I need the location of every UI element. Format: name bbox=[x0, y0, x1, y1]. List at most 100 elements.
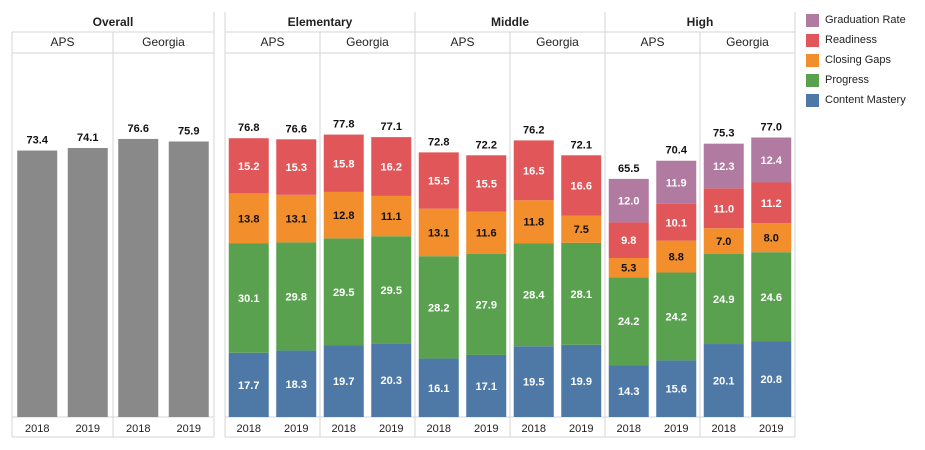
segment-label-content-mastery-elementary-georgia-2019: 20.3 bbox=[381, 375, 402, 387]
bar-segment-content-mastery-middle-georgia-2019 bbox=[561, 344, 602, 417]
segment-label-readiness-elementary-aps-2018: 15.2 bbox=[238, 161, 259, 173]
segment-label-closing-gaps-high-aps-2019: 8.8 bbox=[669, 252, 684, 264]
segment-label-content-mastery-elementary-georgia-2018: 19.7 bbox=[333, 376, 354, 388]
bar-segment-progress-elementary-georgia-2018 bbox=[323, 238, 364, 346]
segment-label-readiness-high-aps-2019: 10.1 bbox=[666, 217, 687, 229]
bar-segment-content-mastery-elementary-georgia-2019 bbox=[371, 343, 412, 417]
segment-label-progress-elementary-aps-2018: 30.1 bbox=[238, 293, 259, 305]
legend-swatch-progress bbox=[806, 73, 819, 87]
bar-segment-readiness-high-georgia-2018 bbox=[703, 188, 744, 229]
bar-segment-closing-gaps-elementary-aps-2018 bbox=[228, 193, 269, 244]
segment-label-readiness-elementary-georgia-2018: 15.8 bbox=[333, 158, 354, 170]
bar-total-label-overall-aps-2019: 74.1 bbox=[77, 132, 98, 144]
segment-label-closing-gaps-elementary-georgia-2018: 12.8 bbox=[333, 210, 354, 222]
bar-total-label-overall-georgia-2018: 76.6 bbox=[128, 123, 149, 135]
bar-segment-content-mastery-elementary-aps-2018 bbox=[228, 352, 269, 417]
legend-item-progress[interactable]: Progress bbox=[806, 70, 918, 90]
group-label-aps: APS bbox=[50, 35, 74, 49]
year-label-high-georgia-2019: 2019 bbox=[759, 423, 783, 435]
segment-label-closing-gaps-high-aps-2018: 5.3 bbox=[621, 263, 636, 275]
segment-label-closing-gaps-middle-georgia-2019: 7.5 bbox=[574, 224, 589, 236]
segment-label-content-mastery-middle-georgia-2019: 19.9 bbox=[571, 376, 592, 388]
legend-label-content-mastery: Content Mastery bbox=[825, 94, 906, 106]
bar-segment-content-mastery-high-georgia-2018 bbox=[703, 344, 744, 417]
segment-label-progress-high-aps-2018: 24.2 bbox=[618, 316, 639, 328]
bar-segment-content-mastery-middle-aps-2019 bbox=[466, 354, 507, 417]
year-label-elementary-aps-2018: 2018 bbox=[237, 423, 261, 435]
bar-segment-readiness-elementary-aps-2019 bbox=[276, 139, 317, 195]
legend-swatch-readiness bbox=[806, 33, 819, 47]
bar-total-label-high-aps-2019: 70.4 bbox=[666, 145, 688, 157]
bar-segment-readiness-high-aps-2019 bbox=[656, 203, 697, 241]
segment-label-readiness-high-georgia-2018: 11.0 bbox=[713, 203, 734, 215]
bar-segment-progress-middle-georgia-2018 bbox=[513, 243, 554, 347]
segment-label-progress-elementary-georgia-2018: 29.5 bbox=[333, 287, 354, 299]
legend-swatch-closing-gaps bbox=[806, 53, 819, 67]
segment-label-content-mastery-elementary-aps-2019: 18.3 bbox=[286, 379, 307, 391]
segment-label-readiness-middle-georgia-2018: 16.5 bbox=[523, 165, 544, 177]
bar-segment-content-mastery-middle-aps-2018 bbox=[418, 358, 459, 417]
bar-total-label-middle-aps-2019: 72.2 bbox=[476, 139, 497, 151]
bar-segment-readiness-high-aps-2018 bbox=[608, 222, 649, 259]
segment-label-closing-gaps-middle-georgia-2018: 11.8 bbox=[523, 217, 544, 229]
legend-item-readiness[interactable]: Readiness bbox=[806, 30, 918, 50]
group-label-aps: APS bbox=[260, 35, 284, 49]
bar-total-label-high-georgia-2019: 77.0 bbox=[761, 121, 782, 133]
panel-title-overall: Overall bbox=[93, 15, 134, 29]
bar-segment-progress-middle-georgia-2019 bbox=[561, 242, 602, 345]
legend-item-closing-gaps[interactable]: Closing Gaps bbox=[806, 50, 918, 70]
bar-segment-closing-gaps-elementary-georgia-2018 bbox=[323, 191, 364, 239]
segment-label-readiness-high-georgia-2019: 11.2 bbox=[761, 198, 782, 210]
bar-segment-closing-gaps-high-aps-2019 bbox=[656, 240, 697, 273]
segment-label-closing-gaps-middle-aps-2019: 11.6 bbox=[476, 228, 497, 240]
segment-label-closing-gaps-elementary-aps-2018: 13.8 bbox=[238, 213, 259, 225]
bar-total-label-middle-aps-2018: 72.8 bbox=[428, 136, 449, 148]
legend-item-graduation-rate[interactable]: Graduation Rate bbox=[806, 10, 918, 30]
bar-segment-progress-elementary-georgia-2019 bbox=[371, 236, 412, 344]
segment-label-progress-elementary-aps-2019: 29.8 bbox=[286, 291, 307, 303]
year-label-high-aps-2019: 2019 bbox=[664, 423, 688, 435]
segment-label-content-mastery-middle-aps-2018: 16.1 bbox=[428, 383, 449, 395]
bar-segment-readiness-elementary-georgia-2019 bbox=[371, 137, 412, 196]
legend-label-closing-gaps: Closing Gaps bbox=[825, 54, 892, 66]
bar-total-label-middle-georgia-2018: 76.2 bbox=[523, 124, 544, 136]
bar-total-label-elementary-aps-2019: 76.6 bbox=[286, 123, 307, 135]
segment-label-readiness-middle-georgia-2019: 16.6 bbox=[571, 180, 592, 192]
bar-segment-content-mastery-high-aps-2019 bbox=[656, 360, 697, 417]
group-label-georgia: Georgia bbox=[346, 35, 389, 49]
bar-segment-content-mastery-high-georgia-2019 bbox=[751, 341, 792, 417]
segment-label-content-mastery-elementary-aps-2018: 17.7 bbox=[238, 380, 259, 392]
segment-label-progress-middle-georgia-2019: 28.1 bbox=[571, 289, 592, 301]
bar-segment-closing-gaps-middle-aps-2019 bbox=[466, 211, 507, 254]
bar-segment-graduation-rate-high-aps-2018 bbox=[608, 178, 649, 223]
segment-label-progress-high-aps-2019: 24.2 bbox=[666, 311, 687, 323]
bar-total-label-high-aps-2018: 65.5 bbox=[618, 163, 639, 175]
segment-label-graduation-rate-high-georgia-2019: 12.4 bbox=[761, 155, 783, 167]
bar-segment-progress-high-aps-2018 bbox=[608, 277, 649, 366]
bar-segment-readiness-middle-georgia-2018 bbox=[513, 140, 554, 201]
legend-item-content-mastery[interactable]: Content Mastery bbox=[806, 90, 918, 110]
year-label-overall-georgia-2019: 2019 bbox=[177, 423, 201, 435]
group-label-georgia: Georgia bbox=[536, 35, 579, 49]
bar-segment-progress-middle-aps-2019 bbox=[466, 253, 507, 355]
bar-segment-closing-gaps-elementary-georgia-2019 bbox=[371, 195, 412, 237]
segment-label-progress-elementary-georgia-2019: 29.5 bbox=[381, 285, 402, 297]
bar-segment-progress-high-georgia-2018 bbox=[703, 253, 744, 345]
bar-segment-graduation-rate-high-aps-2019 bbox=[656, 160, 697, 204]
bar-segment-readiness-elementary-georgia-2018 bbox=[323, 134, 364, 192]
bar-total-label-elementary-georgia-2018: 77.8 bbox=[333, 119, 354, 131]
year-label-elementary-georgia-2018: 2018 bbox=[332, 423, 356, 435]
legend-label-progress: Progress bbox=[825, 74, 870, 86]
bar-segment-readiness-middle-aps-2019 bbox=[466, 155, 507, 212]
bar-segment-content-mastery-elementary-georgia-2018 bbox=[323, 345, 364, 417]
panel-title-middle: Middle bbox=[491, 15, 529, 29]
bar-total-label-middle-georgia-2019: 72.1 bbox=[571, 139, 592, 151]
segment-label-closing-gaps-elementary-georgia-2019: 11.1 bbox=[381, 211, 402, 223]
chart-legend: Graduation Rate Readiness Closing Gaps P… bbox=[806, 10, 918, 110]
bar-overall-georgia-2019 bbox=[168, 141, 209, 417]
bar-overall-aps-2018 bbox=[17, 150, 58, 418]
segment-label-content-mastery-middle-aps-2019: 17.1 bbox=[476, 381, 497, 393]
year-label-elementary-aps-2019: 2019 bbox=[284, 423, 308, 435]
segment-label-closing-gaps-middle-aps-2018: 13.1 bbox=[428, 227, 449, 239]
